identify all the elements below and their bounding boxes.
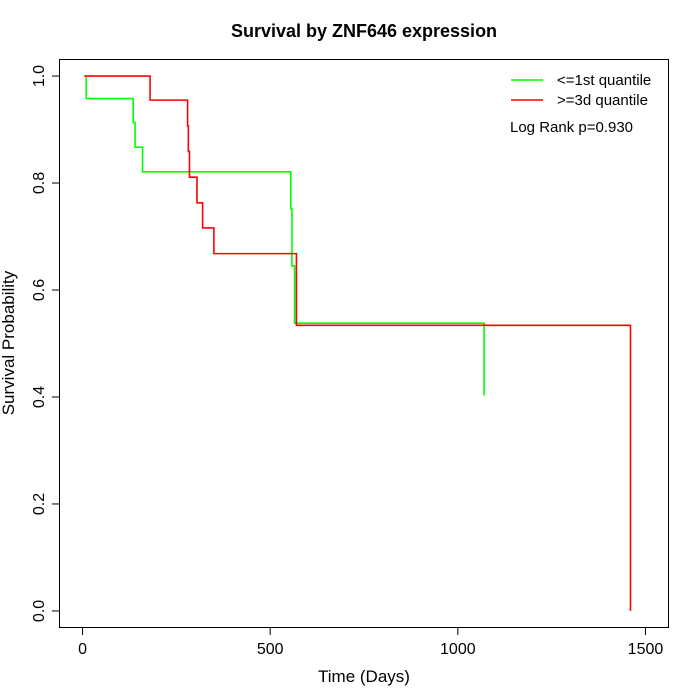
y-axis-label: Survival Probability: [0, 270, 18, 415]
x-tick-label: 1500: [628, 641, 664, 658]
x-axis-label: Time (Days): [318, 667, 410, 686]
legend-label-0: <=1st quantile: [557, 72, 651, 89]
x-tick-label: 1000: [440, 641, 476, 658]
series-layer: [84, 75, 632, 611]
plot-frame: [59, 59, 669, 628]
y-tick-label: 0.8: [31, 172, 48, 194]
y-axis: 0.0 0.2 0.4 0.6 0.8 1.0: [31, 65, 60, 622]
x-axis: 0 500 1000 1500: [78, 627, 663, 658]
x-tick-label: 500: [257, 641, 284, 658]
series-line-1: [84, 75, 632, 611]
y-tick-label: 1.0: [31, 65, 48, 87]
y-tick-label: 0.6: [31, 279, 48, 301]
legend-label-1: >=3d quantile: [557, 92, 648, 109]
log-rank-annotation: Log Rank p=0.930: [510, 119, 633, 136]
series-line-0: [84, 75, 485, 396]
y-tick-label: 0.2: [31, 493, 48, 515]
x-tick-label: 0: [78, 641, 87, 658]
legend: <=1st quantile >=3d quantile: [511, 72, 651, 109]
y-tick-label: 0.0: [31, 600, 48, 622]
chart-title: Survival by ZNF646 expression: [231, 21, 497, 41]
y-tick-label: 0.4: [31, 386, 48, 408]
